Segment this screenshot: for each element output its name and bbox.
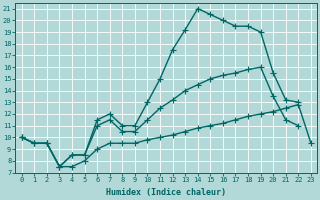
X-axis label: Humidex (Indice chaleur): Humidex (Indice chaleur): [106, 188, 226, 197]
